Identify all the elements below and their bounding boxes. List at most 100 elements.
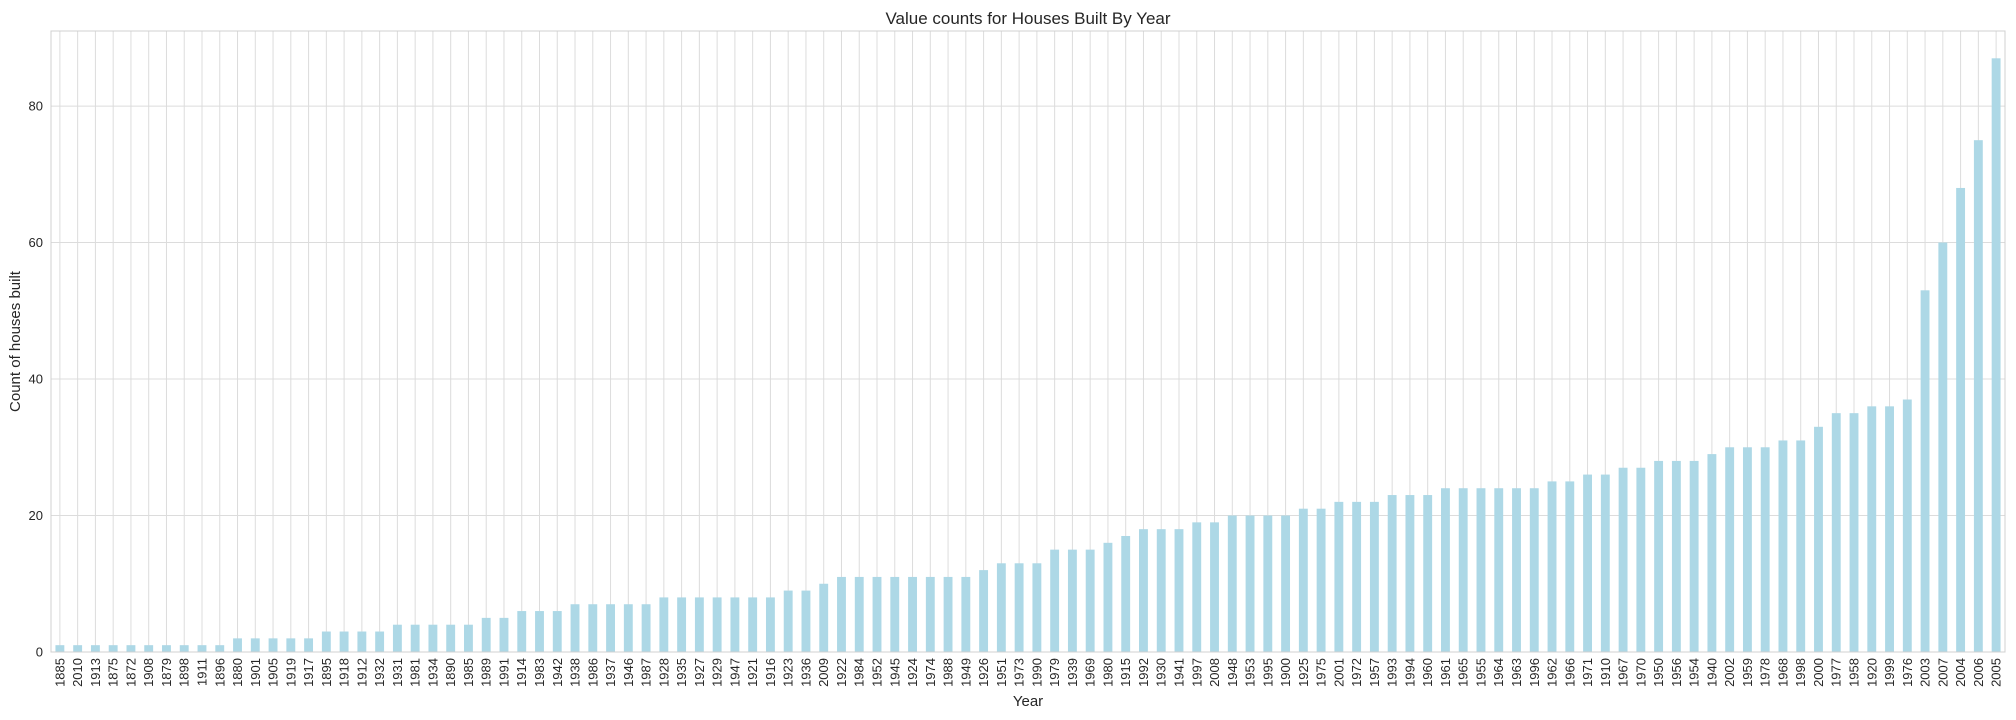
bar bbox=[304, 638, 314, 652]
bar bbox=[908, 576, 917, 652]
x-tick-label: 1931 bbox=[390, 658, 405, 687]
bar bbox=[1885, 406, 1894, 652]
x-tick-label: 1996 bbox=[1527, 658, 1542, 687]
bar bbox=[464, 624, 473, 652]
x-tick-label: 1872 bbox=[123, 658, 138, 687]
x-tick-label: 1985 bbox=[461, 658, 476, 687]
x-tick-label: 1975 bbox=[1314, 658, 1329, 687]
x-tick-label: 1963 bbox=[1509, 658, 1524, 687]
x-tick-label: 1940 bbox=[1704, 658, 1719, 687]
bar bbox=[233, 638, 242, 652]
x-tick-label: 1937 bbox=[603, 658, 618, 687]
bar bbox=[1583, 474, 1592, 652]
bar bbox=[570, 604, 580, 652]
x-tick-label: 1967 bbox=[1616, 658, 1631, 687]
x-tick-label: 1995 bbox=[1260, 658, 1275, 687]
bar bbox=[1423, 495, 1433, 652]
bar bbox=[108, 645, 118, 652]
bar bbox=[854, 576, 864, 652]
x-tick-label: 2006 bbox=[1971, 658, 1986, 687]
x-tick-label: 1983 bbox=[532, 658, 547, 687]
y-tick-label: 0 bbox=[36, 645, 43, 660]
x-tick-label: 1898 bbox=[177, 658, 192, 687]
bar bbox=[1529, 488, 1539, 652]
plot-frame bbox=[50, 30, 2006, 653]
bar bbox=[925, 576, 935, 652]
bar bbox=[641, 604, 651, 652]
bar bbox=[1725, 447, 1735, 652]
bar bbox=[996, 563, 1006, 652]
bar bbox=[410, 624, 420, 652]
x-tick-label: 1969 bbox=[1083, 658, 1098, 687]
x-tick-label: 1919 bbox=[283, 658, 298, 687]
x-tick-label: 1917 bbox=[301, 658, 316, 687]
x-tick-label: 1879 bbox=[159, 658, 174, 687]
x-tick-label: 1921 bbox=[745, 658, 760, 687]
bar bbox=[428, 624, 438, 652]
bar bbox=[286, 638, 296, 652]
x-tick-label: 1952 bbox=[870, 658, 885, 687]
bar bbox=[1210, 522, 1219, 652]
bar bbox=[1689, 460, 1699, 652]
x-tick-label: 2009 bbox=[816, 658, 831, 687]
bar bbox=[623, 604, 633, 652]
x-tick-label: 1946 bbox=[621, 658, 636, 687]
x-tick-label: 1958 bbox=[1847, 658, 1862, 687]
bar bbox=[552, 611, 562, 652]
x-tick-label: 1988 bbox=[941, 658, 956, 687]
x-tick-label: 1912 bbox=[354, 658, 369, 687]
bar bbox=[783, 590, 793, 652]
bar bbox=[392, 624, 402, 652]
x-tick-label: 1936 bbox=[798, 658, 813, 687]
x-tick-label: 1998 bbox=[1793, 658, 1808, 687]
y-tick-label: 20 bbox=[29, 508, 43, 523]
bar bbox=[1707, 454, 1717, 652]
x-tick-label: 1875 bbox=[106, 658, 121, 687]
bar bbox=[1334, 501, 1344, 652]
bar bbox=[1139, 529, 1148, 652]
bar bbox=[1902, 399, 1912, 652]
x-tick-label: 1994 bbox=[1402, 658, 1417, 687]
x-tick-label: 1999 bbox=[1882, 658, 1897, 687]
bar bbox=[765, 597, 775, 652]
bar bbox=[1956, 187, 1966, 652]
x-tick-label: 1941 bbox=[1171, 658, 1186, 687]
y-tick-label: 40 bbox=[29, 372, 43, 387]
bar bbox=[1760, 447, 1770, 652]
x-tick-label: 1966 bbox=[1562, 658, 1577, 687]
bar bbox=[73, 645, 83, 652]
x-tick-label: 1970 bbox=[1633, 658, 1648, 687]
x-tick-label: 2008 bbox=[1207, 658, 1222, 687]
x-tick-label: 2004 bbox=[1953, 658, 1968, 687]
bar bbox=[1263, 515, 1273, 652]
bar bbox=[1671, 460, 1681, 652]
x-tick-label: 1984 bbox=[852, 658, 867, 687]
bar bbox=[1441, 488, 1450, 652]
bar bbox=[1991, 58, 2001, 653]
bar bbox=[961, 576, 971, 652]
x-tick-label: 1914 bbox=[514, 658, 529, 687]
bar bbox=[677, 597, 687, 652]
bar bbox=[1654, 460, 1664, 652]
bar bbox=[55, 645, 65, 652]
bar bbox=[1920, 290, 1930, 652]
x-tick-label: 1992 bbox=[1136, 658, 1151, 687]
bar bbox=[90, 645, 100, 652]
x-tick-label: 1951 bbox=[994, 658, 1009, 687]
x-tick-label: 1890 bbox=[443, 658, 458, 687]
x-tick-label: 2010 bbox=[70, 658, 85, 687]
bar bbox=[1938, 242, 1948, 653]
x-tick-label: 1932 bbox=[372, 658, 387, 687]
x-tick-label: 1929 bbox=[710, 658, 725, 687]
x-tick-label: 1923 bbox=[781, 658, 796, 687]
x-tick-label: 1911 bbox=[194, 658, 209, 686]
bar bbox=[1512, 488, 1521, 652]
x-tick-label: 1949 bbox=[958, 658, 973, 687]
y-axis-label: Count of houses built bbox=[7, 270, 24, 412]
bar bbox=[1742, 447, 1752, 652]
bar bbox=[979, 570, 989, 652]
x-tick-label: 1971 bbox=[1580, 658, 1595, 687]
x-tick-label: 1930 bbox=[1154, 658, 1169, 687]
x-tick-label: 1913 bbox=[88, 658, 103, 687]
